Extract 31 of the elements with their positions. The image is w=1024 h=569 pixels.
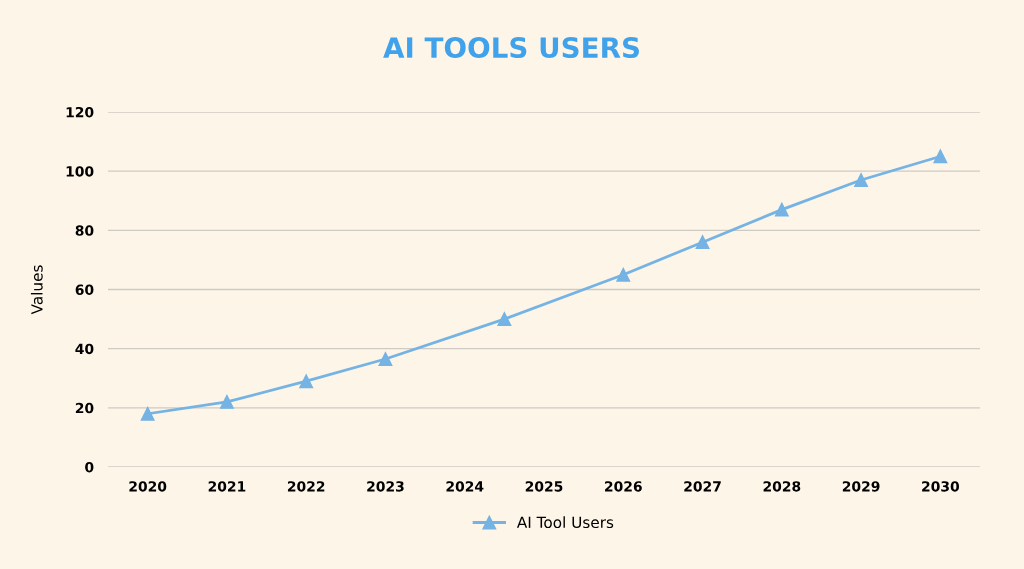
y-axis-title: Values bbox=[30, 265, 43, 315]
point bbox=[140, 406, 155, 421]
y-tick-label: 80 bbox=[75, 225, 94, 236]
x-tick-label: 2027 bbox=[684, 481, 721, 492]
y-tick-label: 100 bbox=[66, 166, 94, 177]
x-tick-label: 2030 bbox=[922, 481, 960, 492]
x-tick-label: 2024 bbox=[446, 481, 484, 492]
x-tick-label: 2020 bbox=[129, 481, 167, 492]
y-tick-label: 40 bbox=[75, 343, 94, 355]
y-tick-label: 120 bbox=[66, 106, 94, 118]
y-tick-label: 0 bbox=[85, 461, 94, 473]
point bbox=[854, 173, 869, 187]
point bbox=[933, 149, 948, 164]
y-tick-label: 20 bbox=[75, 402, 94, 414]
y-tick-label: 60 bbox=[75, 284, 94, 295]
x-tick-label: 2021 bbox=[208, 481, 246, 492]
chart-title: AI TOOLS USERS bbox=[383, 37, 639, 59]
x-tick-label: 2028 bbox=[763, 481, 801, 492]
point bbox=[774, 202, 789, 217]
point bbox=[378, 352, 393, 366]
point bbox=[299, 374, 314, 389]
x-tick-label: 2023 bbox=[367, 481, 404, 492]
point bbox=[616, 267, 631, 282]
point bbox=[695, 235, 710, 250]
point bbox=[219, 394, 234, 409]
point bbox=[497, 312, 512, 327]
x-tick-label: 2022 bbox=[287, 481, 325, 492]
x-tick-label: 2026 bbox=[605, 481, 642, 492]
x-tick-label: 2025 bbox=[525, 481, 563, 492]
legend-label: AI Tool Users bbox=[516, 516, 614, 529]
x-tick-label: 2029 bbox=[842, 481, 880, 492]
